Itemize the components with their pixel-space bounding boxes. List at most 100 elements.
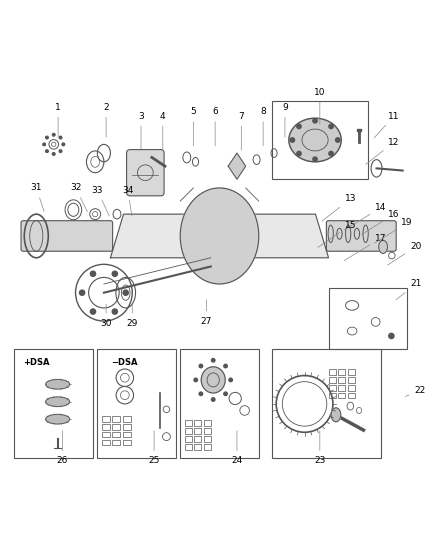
Bar bbox=[328, 385, 335, 391]
Ellipse shape bbox=[288, 118, 340, 162]
Circle shape bbox=[223, 392, 227, 395]
Ellipse shape bbox=[201, 367, 225, 393]
Bar bbox=[347, 369, 354, 375]
Circle shape bbox=[43, 143, 46, 146]
Ellipse shape bbox=[378, 240, 387, 253]
Circle shape bbox=[199, 392, 202, 395]
Bar bbox=[271, 350, 380, 458]
FancyBboxPatch shape bbox=[21, 221, 113, 251]
Bar bbox=[328, 377, 335, 383]
Text: +DSA: +DSA bbox=[23, 358, 49, 367]
Circle shape bbox=[52, 152, 55, 155]
Circle shape bbox=[223, 364, 227, 368]
Bar bbox=[271, 101, 367, 179]
Circle shape bbox=[328, 124, 332, 128]
Text: 7: 7 bbox=[238, 111, 244, 150]
Circle shape bbox=[228, 378, 232, 382]
Bar bbox=[194, 436, 201, 442]
Bar bbox=[203, 421, 210, 426]
Bar bbox=[337, 385, 344, 391]
Bar bbox=[184, 436, 191, 442]
Text: 23: 23 bbox=[314, 431, 325, 465]
Text: 2: 2 bbox=[103, 103, 109, 137]
Ellipse shape bbox=[46, 414, 70, 424]
Bar bbox=[122, 432, 130, 438]
Text: 26: 26 bbox=[57, 431, 68, 465]
Text: 22: 22 bbox=[404, 386, 425, 397]
Bar bbox=[194, 429, 201, 434]
Bar bbox=[112, 424, 120, 430]
Bar bbox=[112, 416, 120, 422]
Text: 15: 15 bbox=[317, 221, 355, 247]
Bar bbox=[122, 424, 130, 430]
Text: 32: 32 bbox=[70, 183, 87, 212]
Ellipse shape bbox=[46, 379, 70, 389]
Circle shape bbox=[46, 150, 48, 152]
Bar bbox=[102, 416, 110, 422]
Bar bbox=[112, 432, 120, 438]
Text: 16: 16 bbox=[360, 209, 399, 235]
Circle shape bbox=[59, 150, 62, 152]
Bar bbox=[102, 424, 110, 430]
Text: 10: 10 bbox=[313, 87, 325, 124]
Circle shape bbox=[194, 378, 197, 382]
Circle shape bbox=[290, 138, 294, 142]
Bar bbox=[14, 350, 93, 458]
Bar bbox=[328, 393, 335, 399]
Text: 11: 11 bbox=[373, 111, 399, 138]
Bar bbox=[102, 432, 110, 438]
Text: 13: 13 bbox=[321, 195, 355, 221]
Circle shape bbox=[112, 309, 117, 314]
Text: 25: 25 bbox=[148, 431, 159, 465]
Text: 31: 31 bbox=[31, 183, 44, 212]
Circle shape bbox=[211, 398, 215, 401]
Circle shape bbox=[335, 138, 339, 142]
Bar bbox=[184, 444, 191, 450]
Text: 19: 19 bbox=[374, 219, 412, 243]
Circle shape bbox=[62, 143, 64, 146]
Bar bbox=[328, 369, 335, 375]
Text: 9: 9 bbox=[282, 103, 287, 137]
Text: 30: 30 bbox=[100, 304, 112, 328]
Ellipse shape bbox=[330, 408, 340, 422]
Text: 5: 5 bbox=[190, 107, 196, 146]
Bar bbox=[102, 440, 110, 446]
Text: 6: 6 bbox=[212, 107, 218, 146]
Circle shape bbox=[328, 151, 332, 156]
Circle shape bbox=[90, 271, 95, 277]
Bar bbox=[112, 440, 120, 446]
Bar bbox=[122, 440, 130, 446]
Polygon shape bbox=[228, 153, 245, 179]
Bar bbox=[337, 369, 344, 375]
FancyBboxPatch shape bbox=[126, 150, 164, 196]
Bar bbox=[194, 421, 201, 426]
Circle shape bbox=[312, 119, 317, 123]
Circle shape bbox=[90, 309, 95, 314]
Bar bbox=[337, 377, 344, 383]
Bar bbox=[337, 393, 344, 399]
Ellipse shape bbox=[180, 188, 258, 284]
FancyBboxPatch shape bbox=[325, 221, 395, 251]
Bar bbox=[356, 129, 360, 131]
Text: 34: 34 bbox=[122, 185, 133, 216]
Bar bbox=[184, 429, 191, 434]
Ellipse shape bbox=[46, 397, 70, 407]
Text: 29: 29 bbox=[126, 304, 138, 328]
Text: 14: 14 bbox=[343, 203, 386, 230]
Circle shape bbox=[211, 359, 215, 362]
Bar bbox=[180, 350, 258, 458]
Text: 3: 3 bbox=[138, 111, 144, 150]
Circle shape bbox=[46, 136, 48, 139]
Circle shape bbox=[296, 151, 300, 156]
Bar bbox=[328, 288, 406, 350]
Circle shape bbox=[79, 290, 85, 295]
Text: 27: 27 bbox=[200, 300, 212, 326]
Text: 33: 33 bbox=[92, 185, 109, 216]
Bar bbox=[203, 429, 210, 434]
Text: 21: 21 bbox=[395, 279, 420, 300]
Bar bbox=[122, 416, 130, 422]
Text: 20: 20 bbox=[387, 243, 420, 265]
Circle shape bbox=[52, 133, 55, 136]
Polygon shape bbox=[110, 214, 328, 258]
Text: −DSA: −DSA bbox=[111, 358, 138, 367]
